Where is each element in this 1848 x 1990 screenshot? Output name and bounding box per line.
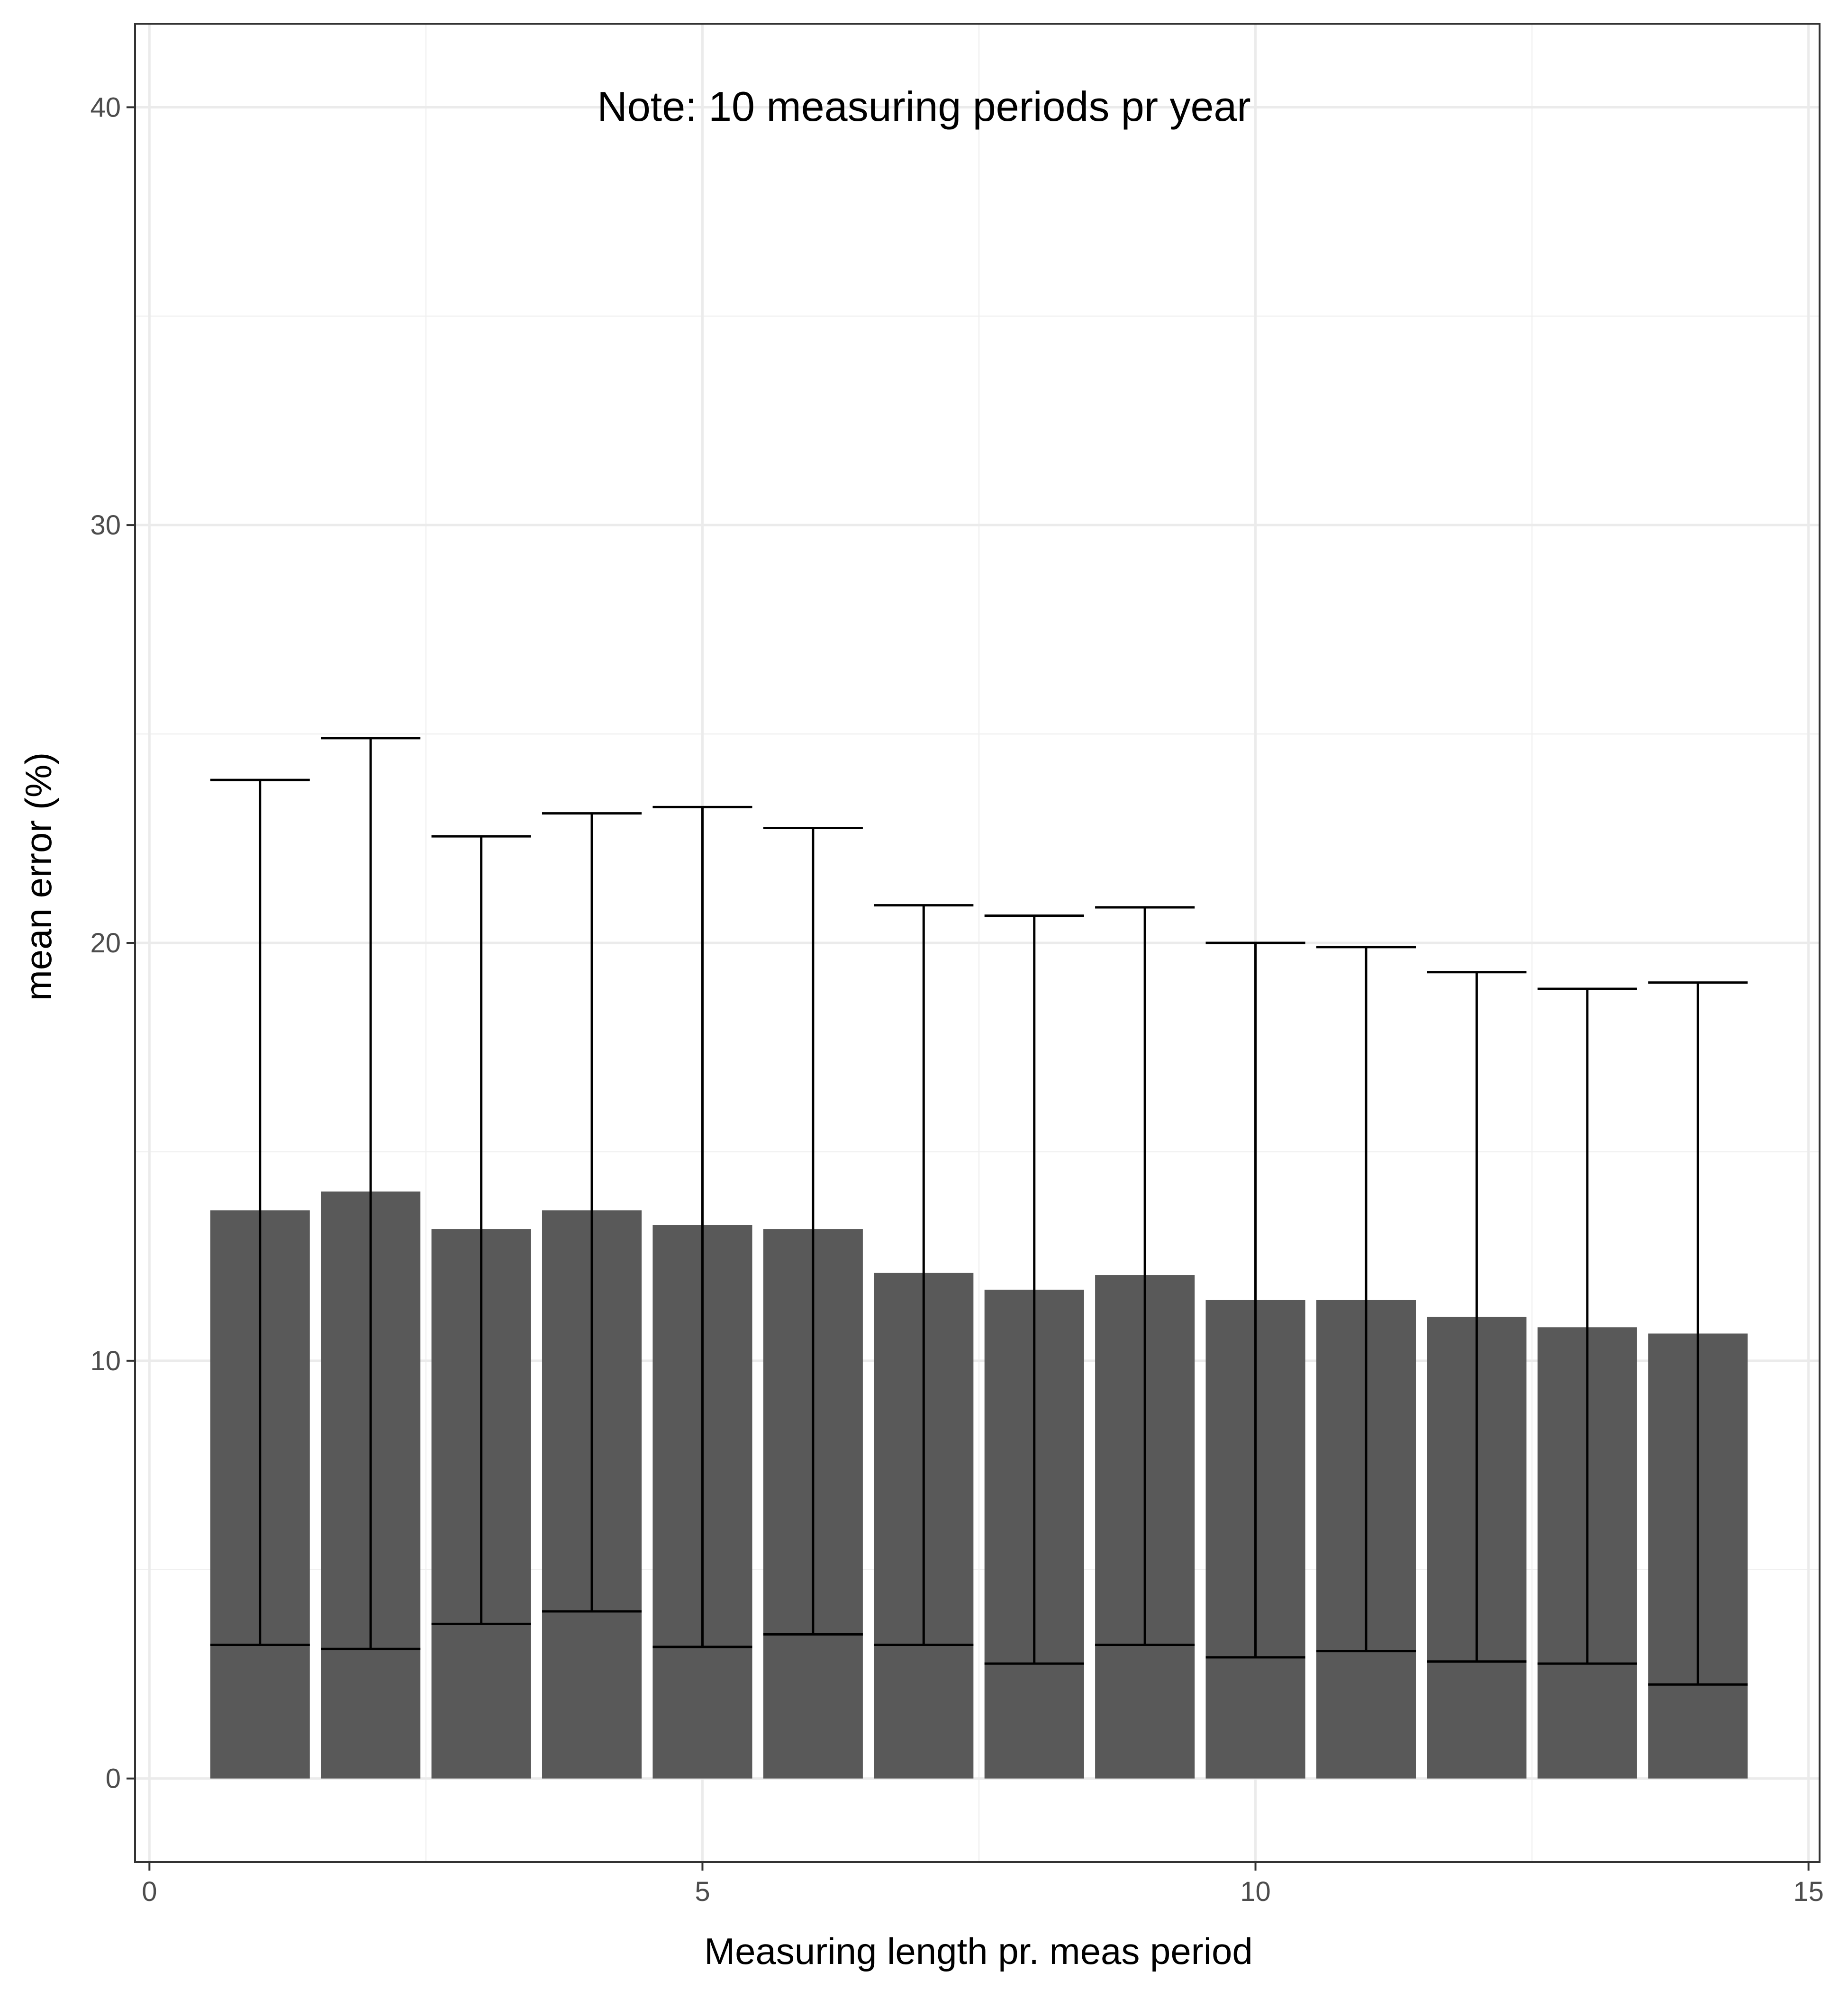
y-tick-label: 40 xyxy=(90,92,121,123)
error-bar xyxy=(874,904,974,1646)
error-bar xyxy=(1205,941,1305,1659)
error-bar xyxy=(984,914,1084,1665)
error-bar xyxy=(1648,981,1748,1686)
x-axis: 0 5 10 15 xyxy=(142,1862,1824,1907)
error-bar xyxy=(210,778,310,1646)
x-tick-label: 5 xyxy=(695,1876,710,1907)
error-bar xyxy=(1095,906,1195,1646)
x-axis-title: Measuring length pr. meas period xyxy=(704,1930,1253,1972)
y-tick-label: 0 xyxy=(106,1764,121,1794)
error-bars xyxy=(210,737,1748,1686)
error-bar xyxy=(652,805,752,1648)
y-tick-label: 10 xyxy=(90,1346,121,1376)
error-bar xyxy=(1316,946,1416,1653)
chart-annotation: Note: 10 measuring periods pr year xyxy=(597,83,1250,130)
y-axis: 0 10 20 30 40 xyxy=(90,92,135,1794)
error-bar xyxy=(431,835,531,1625)
error-bar xyxy=(763,827,863,1636)
x-tick-label: 0 xyxy=(142,1876,157,1907)
error-bar xyxy=(1537,987,1637,1665)
error-bar xyxy=(1427,971,1527,1663)
error-bar xyxy=(542,812,642,1613)
x-tick-label: 10 xyxy=(1240,1876,1271,1907)
y-tick-label: 20 xyxy=(90,928,121,959)
error-bar xyxy=(321,737,421,1650)
x-tick-label: 15 xyxy=(1793,1876,1824,1907)
y-axis-title: mean error (%) xyxy=(18,752,59,1001)
y-tick-label: 30 xyxy=(90,510,121,541)
